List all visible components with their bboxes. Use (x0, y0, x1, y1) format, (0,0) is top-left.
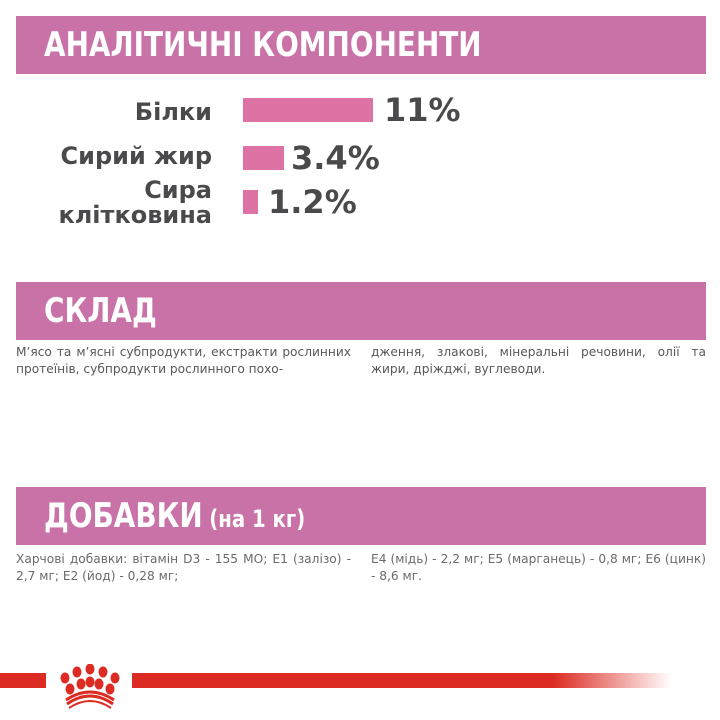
additives-text-col2: Е4 (мідь) - 2,2 мг; Е5 (марганець) - 0,8… (371, 552, 706, 583)
composition-text-col2: дження, злакові, мінеральні речовини, ол… (371, 345, 706, 376)
section-title-main: ДОБАВКИ (44, 496, 203, 536)
chart-label-line1: Сира (144, 176, 212, 204)
analytic-components-header: АНАЛІТИЧНІ КОМПОНЕНТИ (16, 16, 706, 74)
section-title-sub: (на 1 кг) (209, 505, 306, 533)
section-title: СКЛАД (44, 291, 157, 331)
chart-value: 11% (384, 91, 461, 129)
chart-label: Сира клітковина (58, 178, 212, 228)
additives-text-col1: Харчові добавки: вітамін D3 - 155 МО; Е1… (16, 552, 351, 583)
chart-label: Сирий жир (60, 142, 212, 170)
composition-header: СКЛАД (16, 282, 706, 340)
additives-header: ДОБАВКИ (на 1 кг) (16, 487, 706, 545)
chart-bar (243, 146, 284, 170)
section-title: АНАЛІТИЧНІ КОМПОНЕНТИ (44, 25, 482, 65)
section-title: ДОБАВКИ (на 1 кг) (44, 496, 305, 536)
chart-bar (243, 190, 258, 214)
chart-bar (243, 98, 373, 122)
chart-value: 1.2% (268, 183, 357, 221)
brand-line-right (132, 673, 672, 688)
brand-line-left (0, 673, 46, 688)
composition-text-col1: М’ясо та м’ясні субпродукти, екстракти р… (16, 345, 351, 376)
chart-value: 3.4% (291, 139, 380, 177)
royal-canin-crown-icon (60, 664, 120, 709)
chart-label-line2: клітковина (58, 201, 212, 229)
chart-label: Білки (134, 98, 212, 126)
